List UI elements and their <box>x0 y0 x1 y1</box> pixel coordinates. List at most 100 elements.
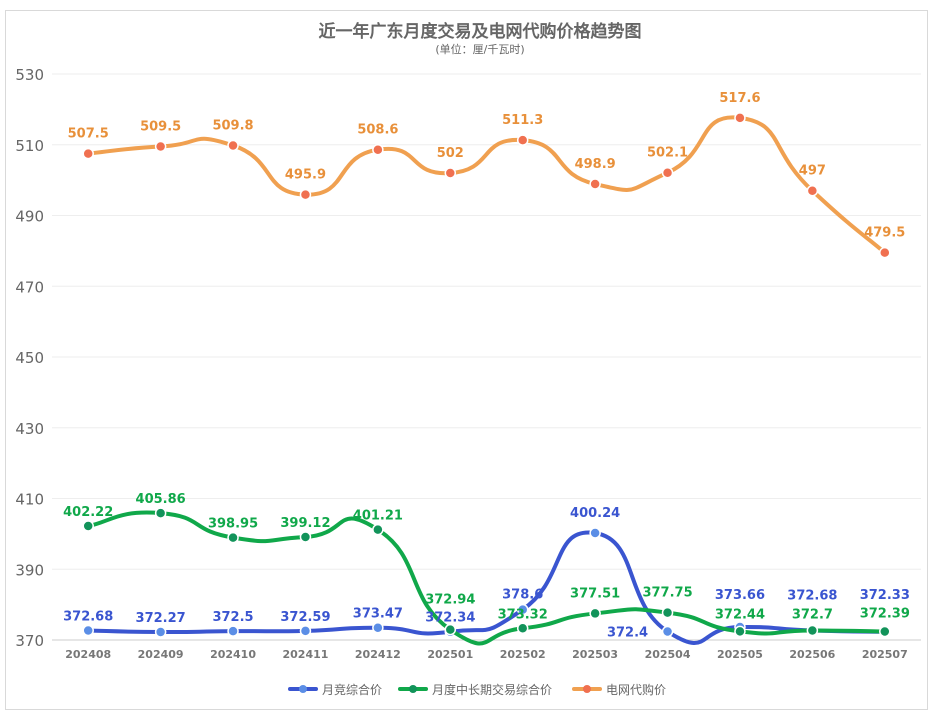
legend-marker <box>299 685 307 693</box>
data-point[interactable] <box>227 531 239 544</box>
data-point[interactable] <box>734 112 746 124</box>
legend-label[interactable]: 月度中长期交易综合价 <box>432 682 552 697</box>
data-label: 509.5 <box>140 120 181 135</box>
legend-label[interactable]: 月竞综合价 <box>322 682 382 697</box>
data-label: 498.9 <box>575 157 616 172</box>
x-tick-label: 202505 <box>717 648 763 661</box>
y-tick-label: 410 <box>15 491 44 509</box>
data-point[interactable] <box>661 625 674 638</box>
data-label: 479.5 <box>864 226 905 241</box>
data-label: 507.5 <box>68 127 109 142</box>
data-label: 372.94 <box>425 593 475 608</box>
data-label: 372.5 <box>212 610 253 625</box>
data-label: 372.59 <box>280 610 330 625</box>
chart-title: 近一年广东月度交易及电网代购价格趋势图 <box>319 21 642 42</box>
data-point[interactable] <box>879 625 891 638</box>
data-point[interactable] <box>589 527 601 539</box>
data-label: 508.6 <box>357 123 398 138</box>
data-label: 372.7 <box>792 607 833 622</box>
data-label: 377.75 <box>642 586 692 601</box>
data-label: 517.6 <box>719 91 760 106</box>
data-label: 372.4 <box>607 626 648 641</box>
data-point[interactable] <box>227 625 239 637</box>
data-label: 373.47 <box>353 607 403 622</box>
data-label: 372.44 <box>715 607 765 622</box>
data-label: 502.1 <box>647 146 688 161</box>
data-point[interactable] <box>227 139 239 152</box>
x-tick-label: 202506 <box>789 648 835 661</box>
data-point[interactable] <box>372 523 384 536</box>
legend-label[interactable]: 电网代购价 <box>606 682 666 697</box>
data-label: 373.66 <box>715 588 765 603</box>
y-tick-label: 490 <box>15 208 44 226</box>
data-point[interactable] <box>154 507 167 519</box>
data-label: 495.9 <box>285 168 326 183</box>
data-point[interactable] <box>879 246 891 259</box>
x-tick-label: 202507 <box>862 648 908 661</box>
data-point[interactable] <box>516 134 529 146</box>
x-tick-label: 202502 <box>500 648 546 661</box>
data-label: 372.33 <box>860 588 910 603</box>
y-tick-label: 430 <box>15 420 44 438</box>
series-line <box>86 510 887 646</box>
x-tick-label: 202504 <box>645 648 691 661</box>
data-point[interactable] <box>154 626 167 638</box>
data-point[interactable] <box>516 622 529 635</box>
x-tick-label: 202409 <box>138 648 184 661</box>
data-point[interactable] <box>82 624 94 637</box>
data-point[interactable] <box>806 624 819 637</box>
data-label: 378.6 <box>502 588 543 603</box>
data-label: 372.27 <box>136 611 186 626</box>
data-label: 372.68 <box>787 589 837 604</box>
chart-subtitle: (单位：厘/千瓦时) <box>435 42 524 56</box>
data-point[interactable] <box>444 167 457 179</box>
data-label: 398.95 <box>208 517 258 532</box>
data-point[interactable] <box>589 607 601 620</box>
data-label: 399.12 <box>280 516 330 531</box>
data-point[interactable] <box>444 623 457 636</box>
data-label: 373.32 <box>498 607 548 622</box>
data-point[interactable] <box>82 147 94 160</box>
x-tick-label: 202412 <box>355 648 401 661</box>
data-label: 372.68 <box>63 610 113 625</box>
x-tick-label: 202503 <box>572 648 618 661</box>
data-point[interactable] <box>372 143 384 156</box>
chart-frame <box>5 10 928 710</box>
data-point[interactable] <box>82 520 94 532</box>
data-label: 497 <box>799 164 826 179</box>
data-point[interactable] <box>299 625 312 637</box>
data-label: 509.8 <box>212 118 253 133</box>
data-label: 402.22 <box>63 505 113 520</box>
y-tick-label: 510 <box>15 137 44 155</box>
x-tick-label: 202410 <box>210 648 256 661</box>
y-tick-label: 390 <box>15 561 44 579</box>
data-point[interactable] <box>372 621 384 634</box>
x-tick-label: 202411 <box>282 648 328 661</box>
y-tick-label: 530 <box>15 66 44 84</box>
legend-marker <box>583 685 591 693</box>
data-label: 377.51 <box>570 586 620 601</box>
data-label: 502 <box>437 146 464 161</box>
data-point[interactable] <box>154 140 167 153</box>
x-tick-label: 202501 <box>427 648 473 661</box>
data-point[interactable] <box>299 188 312 201</box>
data-label: 372.34 <box>425 611 475 626</box>
data-label: 400.24 <box>570 506 620 521</box>
data-point[interactable] <box>661 166 674 179</box>
data-point[interactable] <box>806 184 819 197</box>
data-point[interactable] <box>661 606 674 619</box>
legend-marker <box>409 685 417 693</box>
y-tick-label: 370 <box>15 632 44 650</box>
data-label: 401.21 <box>353 509 403 524</box>
x-tick-label: 202408 <box>65 648 111 661</box>
data-point[interactable] <box>734 625 746 638</box>
data-point[interactable] <box>589 178 601 190</box>
y-tick-label: 470 <box>15 278 44 296</box>
data-label: 372.39 <box>860 607 910 622</box>
data-point[interactable] <box>516 603 529 616</box>
y-tick-label: 450 <box>15 349 44 367</box>
data-point[interactable] <box>299 531 312 543</box>
data-label: 511.3 <box>502 113 543 128</box>
series-line <box>86 115 887 255</box>
